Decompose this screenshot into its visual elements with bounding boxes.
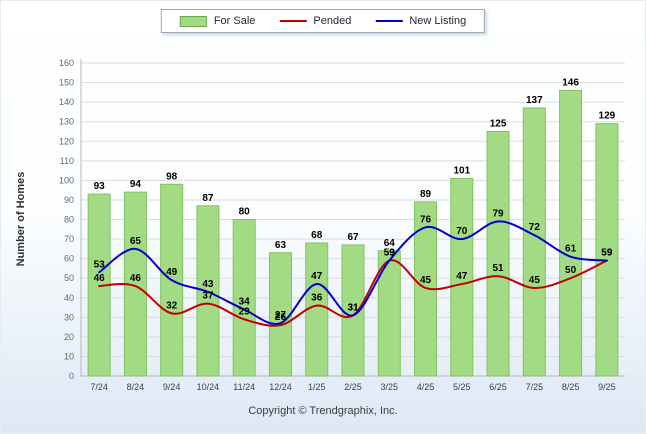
x-tick-label: 11/24	[233, 382, 255, 392]
line-point-label: 79	[493, 208, 505, 219]
line-point-label: 47	[311, 271, 323, 282]
x-tick-label: 7/24	[90, 382, 108, 392]
x-tick-label: 1/25	[308, 382, 326, 392]
for-sale-bar	[377, 250, 401, 377]
for-sale-bar	[486, 130, 510, 377]
line-point-label: 45	[529, 275, 541, 286]
line-point-label: 43	[202, 279, 214, 290]
y-tick-label: 60	[64, 254, 74, 264]
y-tick-label: 130	[59, 117, 74, 127]
bar-label: 125	[490, 118, 507, 129]
bar-label: 129	[599, 111, 616, 122]
y-tick-label: 40	[64, 293, 74, 303]
new-listing-line	[98, 220, 608, 326]
legend-label-new-listing: New Listing	[409, 15, 467, 27]
line-point-label: 53	[94, 259, 106, 270]
legend: For Sale Pended New Listing	[160, 9, 486, 33]
x-tick-label: 9/24	[163, 382, 181, 392]
x-tick-label: 8/25	[562, 382, 580, 392]
bar-label: 146	[562, 77, 579, 88]
x-tick-label: 9/25	[598, 382, 616, 392]
bar-label: 67	[347, 232, 359, 243]
bar-label: 80	[239, 207, 251, 218]
pended-swatch	[279, 20, 307, 22]
line-point-label: 36	[311, 293, 323, 304]
y-tick-label: 160	[59, 58, 74, 68]
x-tick-label: 5/25	[453, 382, 471, 392]
legend-item-for-sale: For Sale	[179, 15, 256, 27]
line-point-label: 47	[456, 271, 468, 282]
bar-label: 98	[166, 171, 178, 182]
bar-label: 137	[526, 95, 543, 106]
line-point-label: 32	[166, 300, 178, 311]
bar-label: 68	[311, 230, 323, 241]
line-point-label: 26	[275, 312, 287, 323]
y-tick-label: 50	[64, 273, 74, 283]
line-point-label: 61	[565, 244, 577, 255]
x-tick-label: 2/25	[344, 382, 362, 392]
line-point-label: 50	[565, 265, 577, 276]
copyright-text: Copyright © Trendgraphix, Inc.	[248, 405, 398, 417]
y-tick-label: 150	[59, 78, 74, 88]
line-point-label: 59	[601, 248, 613, 259]
x-tick-label: 3/25	[381, 382, 399, 392]
line-point-label: 59	[384, 248, 396, 259]
line-point-label: 49	[166, 267, 178, 278]
bar-label: 101	[453, 165, 470, 176]
line-point-label: 46	[94, 273, 106, 284]
line-point-label: 46	[130, 273, 142, 284]
bar-label: 93	[94, 181, 106, 192]
bar-label: 87	[202, 193, 214, 204]
legend-label-pended: Pended	[313, 15, 352, 27]
line-point-label: 37	[202, 291, 214, 302]
for-sale-bar	[559, 89, 583, 377]
x-tick-label: 8/24	[127, 382, 145, 392]
legend-label-for-sale: For Sale	[213, 15, 256, 27]
legend-item-pended: Pended	[279, 15, 351, 27]
line-point-label: 31	[347, 302, 359, 313]
bar-label: 63	[275, 240, 287, 251]
y-tick-label: 120	[59, 136, 74, 146]
for-sale-swatch	[179, 15, 207, 27]
line-point-label: 29	[239, 306, 251, 317]
bar-label: 64	[384, 238, 396, 249]
y-tick-label: 80	[64, 215, 74, 225]
y-tick-label: 20	[64, 332, 74, 342]
for-sale-bar	[450, 177, 474, 377]
line-point-label: 51	[493, 263, 505, 274]
x-tick-label: 4/25	[417, 382, 435, 392]
y-tick-label: 140	[59, 97, 74, 107]
x-tick-label: 12/24	[269, 382, 292, 392]
line-point-label: 45	[420, 275, 432, 286]
x-tick-label: 6/25	[489, 382, 507, 392]
y-tick-label: 0	[69, 371, 74, 381]
line-point-label: 27	[275, 310, 287, 321]
for-sale-bar	[522, 107, 546, 377]
x-tick-label: 7/25	[526, 382, 544, 392]
line-point-label: 76	[420, 214, 432, 225]
y-tick-label: 100	[59, 175, 74, 185]
line-point-label: 72	[529, 222, 541, 233]
bar-label: 94	[130, 179, 142, 190]
for-sale-bar	[595, 123, 619, 377]
line-point-label: 31	[347, 302, 359, 313]
y-tick-label: 30	[64, 312, 74, 322]
line-point-label: 70	[456, 226, 468, 237]
y-tick-label: 110	[60, 156, 74, 166]
line-point-label: 34	[239, 296, 251, 307]
line-point-label: 59	[601, 248, 613, 259]
y-tick-label: 10	[64, 351, 74, 361]
for-sale-bar	[232, 219, 256, 377]
new-listing-swatch	[375, 20, 403, 22]
legend-item-new-listing: New Listing	[375, 15, 466, 27]
line-point-label: 65	[130, 236, 142, 247]
y-tick-label: 90	[64, 195, 74, 205]
x-tick-label: 10/24	[197, 382, 220, 392]
line-point-label: 59	[384, 248, 396, 259]
y-tick-label: 70	[64, 234, 74, 244]
bar-label: 89	[420, 189, 432, 200]
